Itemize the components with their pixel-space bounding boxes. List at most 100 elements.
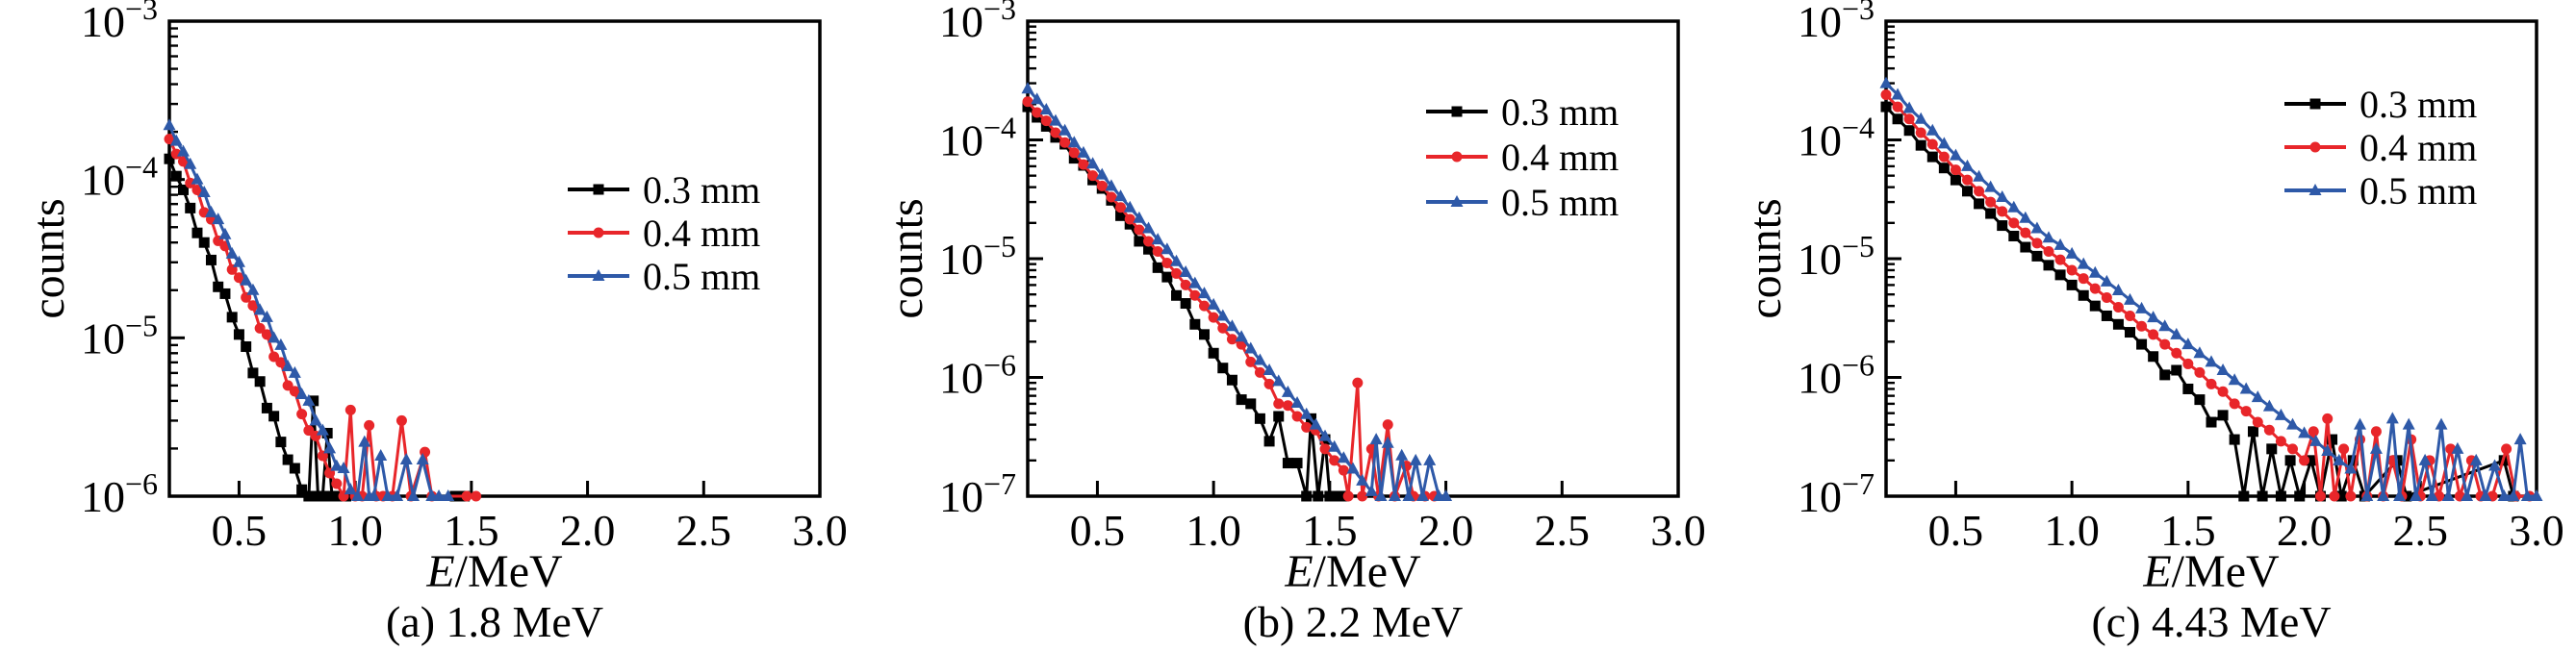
triangle-marker xyxy=(2228,373,2241,386)
triangle-marker xyxy=(2111,284,2125,296)
square-marker xyxy=(1198,329,1210,340)
triangle-marker xyxy=(2360,489,2374,501)
triangle-marker xyxy=(274,338,288,350)
triangle-marker xyxy=(260,310,273,322)
circle-marker xyxy=(1124,213,1135,225)
x-tick-label: 3.0 xyxy=(2509,506,2564,555)
triangle-marker xyxy=(2205,355,2218,367)
triangle-marker xyxy=(204,205,217,217)
triangle-marker xyxy=(2019,211,2032,223)
circle-marker xyxy=(1078,159,1089,170)
square-marker xyxy=(1915,139,1926,151)
circle-marker xyxy=(1903,113,1915,125)
square-marker xyxy=(296,484,308,495)
triangle-marker xyxy=(2402,417,2415,430)
square-marker xyxy=(1451,106,1463,117)
triangle-marker xyxy=(2135,301,2149,313)
square-marker xyxy=(2043,260,2054,271)
triangle-marker xyxy=(1440,489,1453,501)
square-marker xyxy=(2020,241,2031,253)
circle-marker xyxy=(1226,334,1237,345)
square-marker xyxy=(2171,364,2182,376)
y-tick-label: 10−5 xyxy=(81,308,158,363)
triangle-marker xyxy=(1879,76,1893,88)
triangle-marker xyxy=(309,413,322,426)
panel-b: 10−3 10−4 10−5 10−6 10−7 0.5 1.0 1.5 2.0 2.5 3.0 co… xyxy=(858,0,1717,651)
square-marker xyxy=(2112,318,2124,330)
triangle-marker xyxy=(407,489,420,501)
square-marker xyxy=(1880,101,1892,113)
series-line xyxy=(1026,100,1435,498)
square-marker xyxy=(2306,455,2317,466)
circle-marker xyxy=(2078,273,2089,285)
circle-marker xyxy=(1050,127,1061,138)
circle-marker xyxy=(185,177,196,188)
series-line xyxy=(167,158,465,498)
triangle-marker xyxy=(2497,489,2511,501)
circle-marker xyxy=(289,386,300,397)
triangle-marker xyxy=(2042,231,2055,243)
triangle-marker xyxy=(1365,484,1378,496)
triangle-marker xyxy=(2513,433,2527,445)
triangle-marker xyxy=(1337,451,1350,463)
triangle-marker xyxy=(2077,257,2090,269)
circle-marker xyxy=(296,409,308,420)
circle-marker xyxy=(1022,96,1033,108)
triangle-marker xyxy=(1170,254,1184,266)
square-marker xyxy=(1313,490,1324,502)
circle-marker xyxy=(1319,443,1331,455)
square-marker xyxy=(2194,394,2206,406)
x-tick-label: 2.5 xyxy=(676,506,732,555)
y-tick-label: 10−6 xyxy=(1798,348,1875,403)
circle-marker xyxy=(2345,490,2357,502)
square-marker xyxy=(326,490,338,502)
y-axis-label: counts xyxy=(881,198,932,318)
circle-marker xyxy=(2217,386,2229,397)
circle-marker xyxy=(1926,138,1938,150)
circle-marker xyxy=(1892,101,1903,113)
triangle-marker xyxy=(2333,453,2346,465)
chart-a: 10−3 10−4 10−5 10−6 0.5 1.0 1.5 2.0 2.5 3.0 counts… xyxy=(23,0,848,646)
square-marker xyxy=(275,437,287,448)
triangle-marker xyxy=(1891,88,1904,100)
square-marker xyxy=(1324,490,1336,502)
circle-marker xyxy=(1180,279,1191,290)
triangle-marker xyxy=(416,453,429,465)
x-tick-label: 0.5 xyxy=(1070,506,1126,555)
legend-label: 0.5 mm xyxy=(643,255,760,298)
square-marker xyxy=(2275,490,2286,502)
triangle-marker xyxy=(1225,319,1238,332)
square-marker xyxy=(1040,120,1052,132)
triangle-marker xyxy=(1253,353,1266,365)
x-tick-label: 1.0 xyxy=(1186,506,1241,555)
circle-marker xyxy=(2338,443,2350,455)
circle-marker xyxy=(395,414,407,426)
circle-marker xyxy=(1291,411,1303,422)
circle-marker xyxy=(2229,398,2240,410)
circle-marker xyxy=(1997,206,2008,217)
triangle-marker xyxy=(1067,136,1081,148)
series-line xyxy=(167,138,476,498)
circle-marker xyxy=(2322,413,2334,424)
square-marker xyxy=(1254,413,1265,424)
triangle-marker xyxy=(169,134,183,146)
square-marker xyxy=(1291,458,1303,469)
square-marker xyxy=(1217,363,1229,374)
triangle-marker xyxy=(1058,123,1072,136)
square-marker xyxy=(1301,490,1313,502)
square-marker xyxy=(2125,327,2135,338)
square-marker xyxy=(303,490,315,502)
circle-marker xyxy=(2112,302,2124,313)
square-marker xyxy=(1226,374,1237,386)
triangle-marker xyxy=(2181,338,2195,350)
triangle-marker xyxy=(330,459,344,471)
square-marker xyxy=(2327,434,2338,445)
triangle-marker xyxy=(246,283,260,295)
circle-marker xyxy=(2240,406,2252,417)
triangle-marker xyxy=(2286,417,2299,430)
square-marker xyxy=(2206,416,2217,428)
triangle-marker xyxy=(295,388,309,400)
square-marker xyxy=(317,490,328,502)
legend-label: 0.4 mm xyxy=(643,212,760,255)
circle-marker xyxy=(1273,398,1285,410)
